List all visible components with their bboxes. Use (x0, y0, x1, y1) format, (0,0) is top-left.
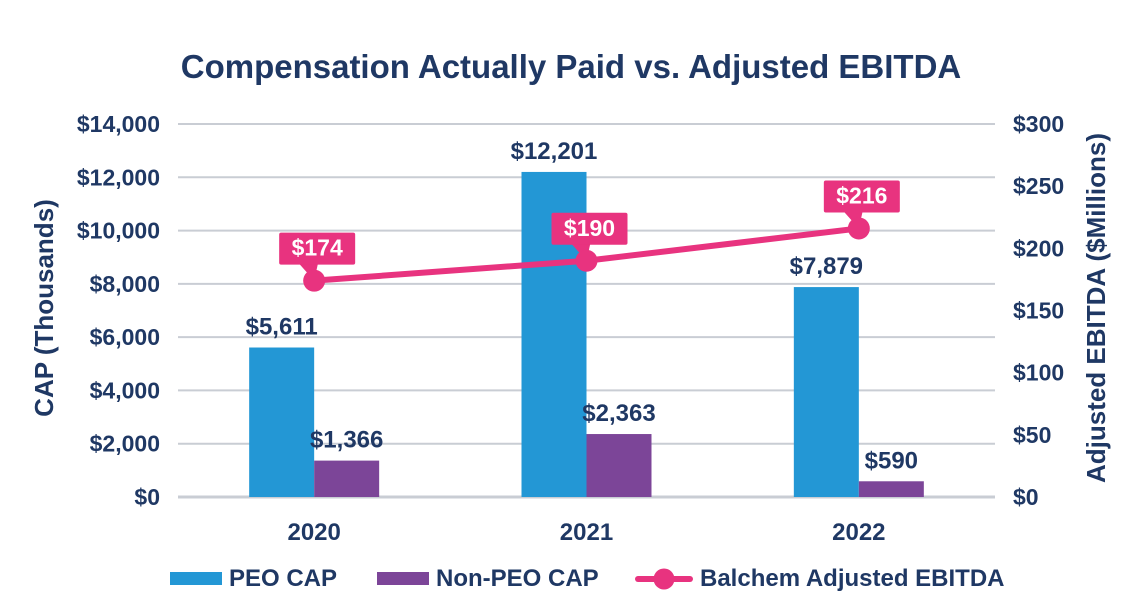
bar-non-peo-cap (314, 460, 380, 497)
bar-value-label: $590 (865, 447, 918, 474)
right-axis-tick-label: $0 (1013, 484, 1039, 510)
callout-label: $190 (564, 215, 615, 241)
bar-value-label: $2,363 (582, 400, 655, 427)
left-axis-tick-label: $2,000 (90, 431, 160, 457)
left-axis-tick-label: $14,000 (77, 111, 160, 137)
ebitda-callout (279, 232, 356, 265)
bar-peo-cap (793, 287, 859, 497)
bar-value-label: $12,201 (511, 138, 598, 165)
legend-label-peo-cap: PEO CAP (229, 564, 338, 592)
category-label: 2022 (832, 519, 885, 546)
bar-value-label: $7,879 (790, 253, 863, 280)
callout-label: $216 (836, 182, 887, 208)
legend-label-balchem-adjusted-ebitda: Balchem Adjusted EBITDA (700, 564, 1005, 592)
left-axis-tick-label: $8,000 (90, 271, 160, 297)
callout-label: $174 (292, 235, 343, 261)
category-label: 2020 (287, 519, 340, 546)
right-axis-tick-label: $250 (1013, 173, 1064, 199)
ebitda-line-swatch-icon (635, 568, 693, 589)
non-peo-cap-swatch-icon (377, 572, 429, 585)
right-axis-tick-label: $300 (1013, 111, 1064, 137)
ebitda-callout (823, 180, 900, 213)
left-axis-tick-label: $12,000 (77, 164, 160, 190)
bar-peo-cap (249, 347, 315, 497)
legend-label-non-peo-cap: Non-PEO CAP (436, 564, 599, 592)
left-axis-tick-label: $10,000 (77, 218, 160, 244)
left-axis-tick-label: $0 (134, 484, 160, 510)
ebitda-callout (551, 212, 628, 245)
right-axis-tick-label: $100 (1013, 360, 1064, 386)
ebitda-marker (575, 249, 598, 272)
legend-item-peo-cap: PEO CAP (170, 565, 337, 592)
legend-item-non-peo-cap: Non-PEO CAP (377, 565, 599, 592)
ebitda-marker-icon (653, 568, 675, 589)
peo-cap-swatch-icon (170, 572, 222, 585)
ebitda-marker (303, 269, 326, 292)
bar-value-label: $5,611 (246, 314, 318, 341)
left-axis-tick-label: $4,000 (90, 377, 160, 403)
right-axis-tick-label: $200 (1013, 235, 1064, 261)
right-axis-tick-label: $150 (1013, 298, 1064, 324)
bar-value-label: $1,366 (310, 427, 383, 454)
legend-item-balchem-adjusted-ebitda: Balchem Adjusted EBITDA (635, 565, 1005, 592)
left-axis-tick-label: $6,000 (90, 324, 160, 350)
bar-non-peo-cap (586, 434, 652, 497)
ebitda-marker (847, 217, 870, 240)
right-axis-tick-label: $50 (1013, 422, 1051, 448)
chart-title: Compensation Actually Paid vs. Adjusted … (180, 48, 962, 85)
bar-non-peo-cap (858, 481, 924, 497)
category-label: 2021 (560, 519, 613, 546)
